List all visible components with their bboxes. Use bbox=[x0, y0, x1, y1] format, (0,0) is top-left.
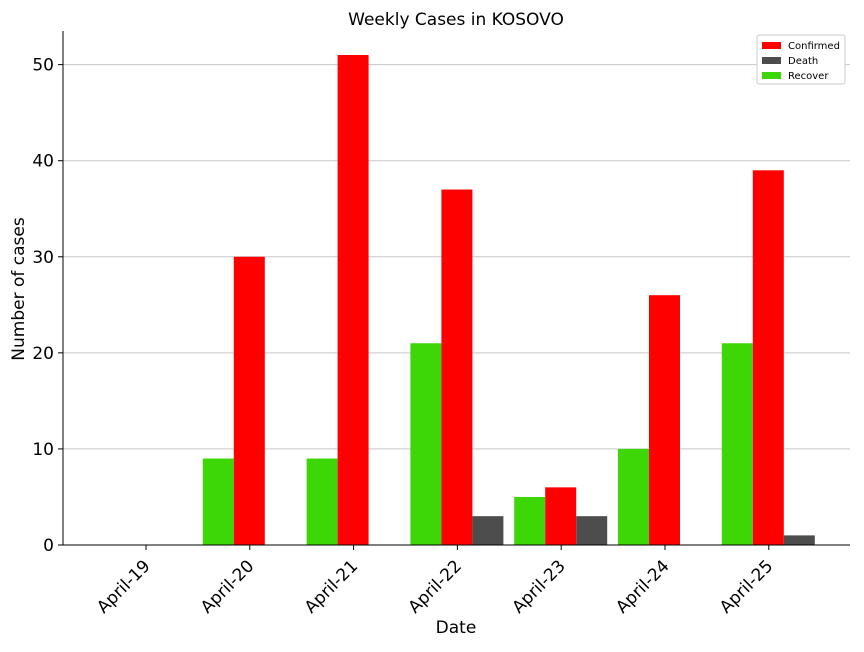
bar-recover-april-25 bbox=[721, 343, 753, 545]
legend-label-confirmed: Confirmed bbox=[788, 41, 840, 52]
y-tick-label: 10 bbox=[32, 440, 54, 460]
y-tick-label: 40 bbox=[32, 152, 54, 172]
x-tick-label: April-19 bbox=[93, 556, 154, 617]
legend-swatch-recover bbox=[762, 72, 781, 79]
bar-confirmed-april-21 bbox=[337, 55, 369, 546]
bar-death-april-22 bbox=[472, 516, 504, 545]
bar-confirmed-april-22 bbox=[441, 189, 473, 545]
bar-death-april-23 bbox=[576, 516, 608, 545]
bar-confirmed-april-24 bbox=[649, 295, 680, 545]
legend-label-death: Death bbox=[788, 56, 818, 67]
x-tick-label: April-24 bbox=[612, 556, 673, 617]
legend-swatch-death bbox=[762, 57, 781, 64]
bar-confirmed-april-20 bbox=[233, 256, 265, 545]
y-tick-label: 20 bbox=[32, 344, 54, 364]
y-tick-label: 50 bbox=[32, 56, 54, 76]
y-axis-title: Number of cases bbox=[9, 217, 29, 361]
x-tick-label: April-22 bbox=[405, 556, 466, 617]
bar-death-april-25 bbox=[783, 535, 815, 545]
legend: Confirmed Death Recover bbox=[756, 34, 846, 85]
bar-confirmed-april-25 bbox=[752, 170, 784, 545]
x-axis-title: Date bbox=[436, 618, 477, 638]
bar-recover-april-21 bbox=[306, 458, 338, 545]
axes bbox=[58, 31, 850, 550]
chart-title: Weekly Cases in KOSOVO bbox=[348, 10, 564, 30]
legend-label-recover: Recover bbox=[788, 71, 829, 82]
x-tick-label: April-23 bbox=[508, 556, 569, 617]
bar-recover-april-22 bbox=[410, 343, 442, 545]
y-tick-label: 0 bbox=[43, 536, 54, 556]
bar-confirmed-april-23 bbox=[545, 487, 577, 545]
x-tick-label: April-21 bbox=[301, 556, 362, 617]
x-tick-label: April-20 bbox=[197, 556, 258, 617]
bars bbox=[202, 55, 815, 546]
legend-swatch-confirmed bbox=[762, 42, 781, 49]
y-tick-label: 30 bbox=[32, 248, 54, 268]
bar-recover-april-20 bbox=[202, 458, 234, 545]
bar-recover-april-23 bbox=[514, 496, 546, 545]
x-tick-label: April-25 bbox=[716, 556, 777, 617]
bar-recover-april-24 bbox=[618, 448, 649, 545]
